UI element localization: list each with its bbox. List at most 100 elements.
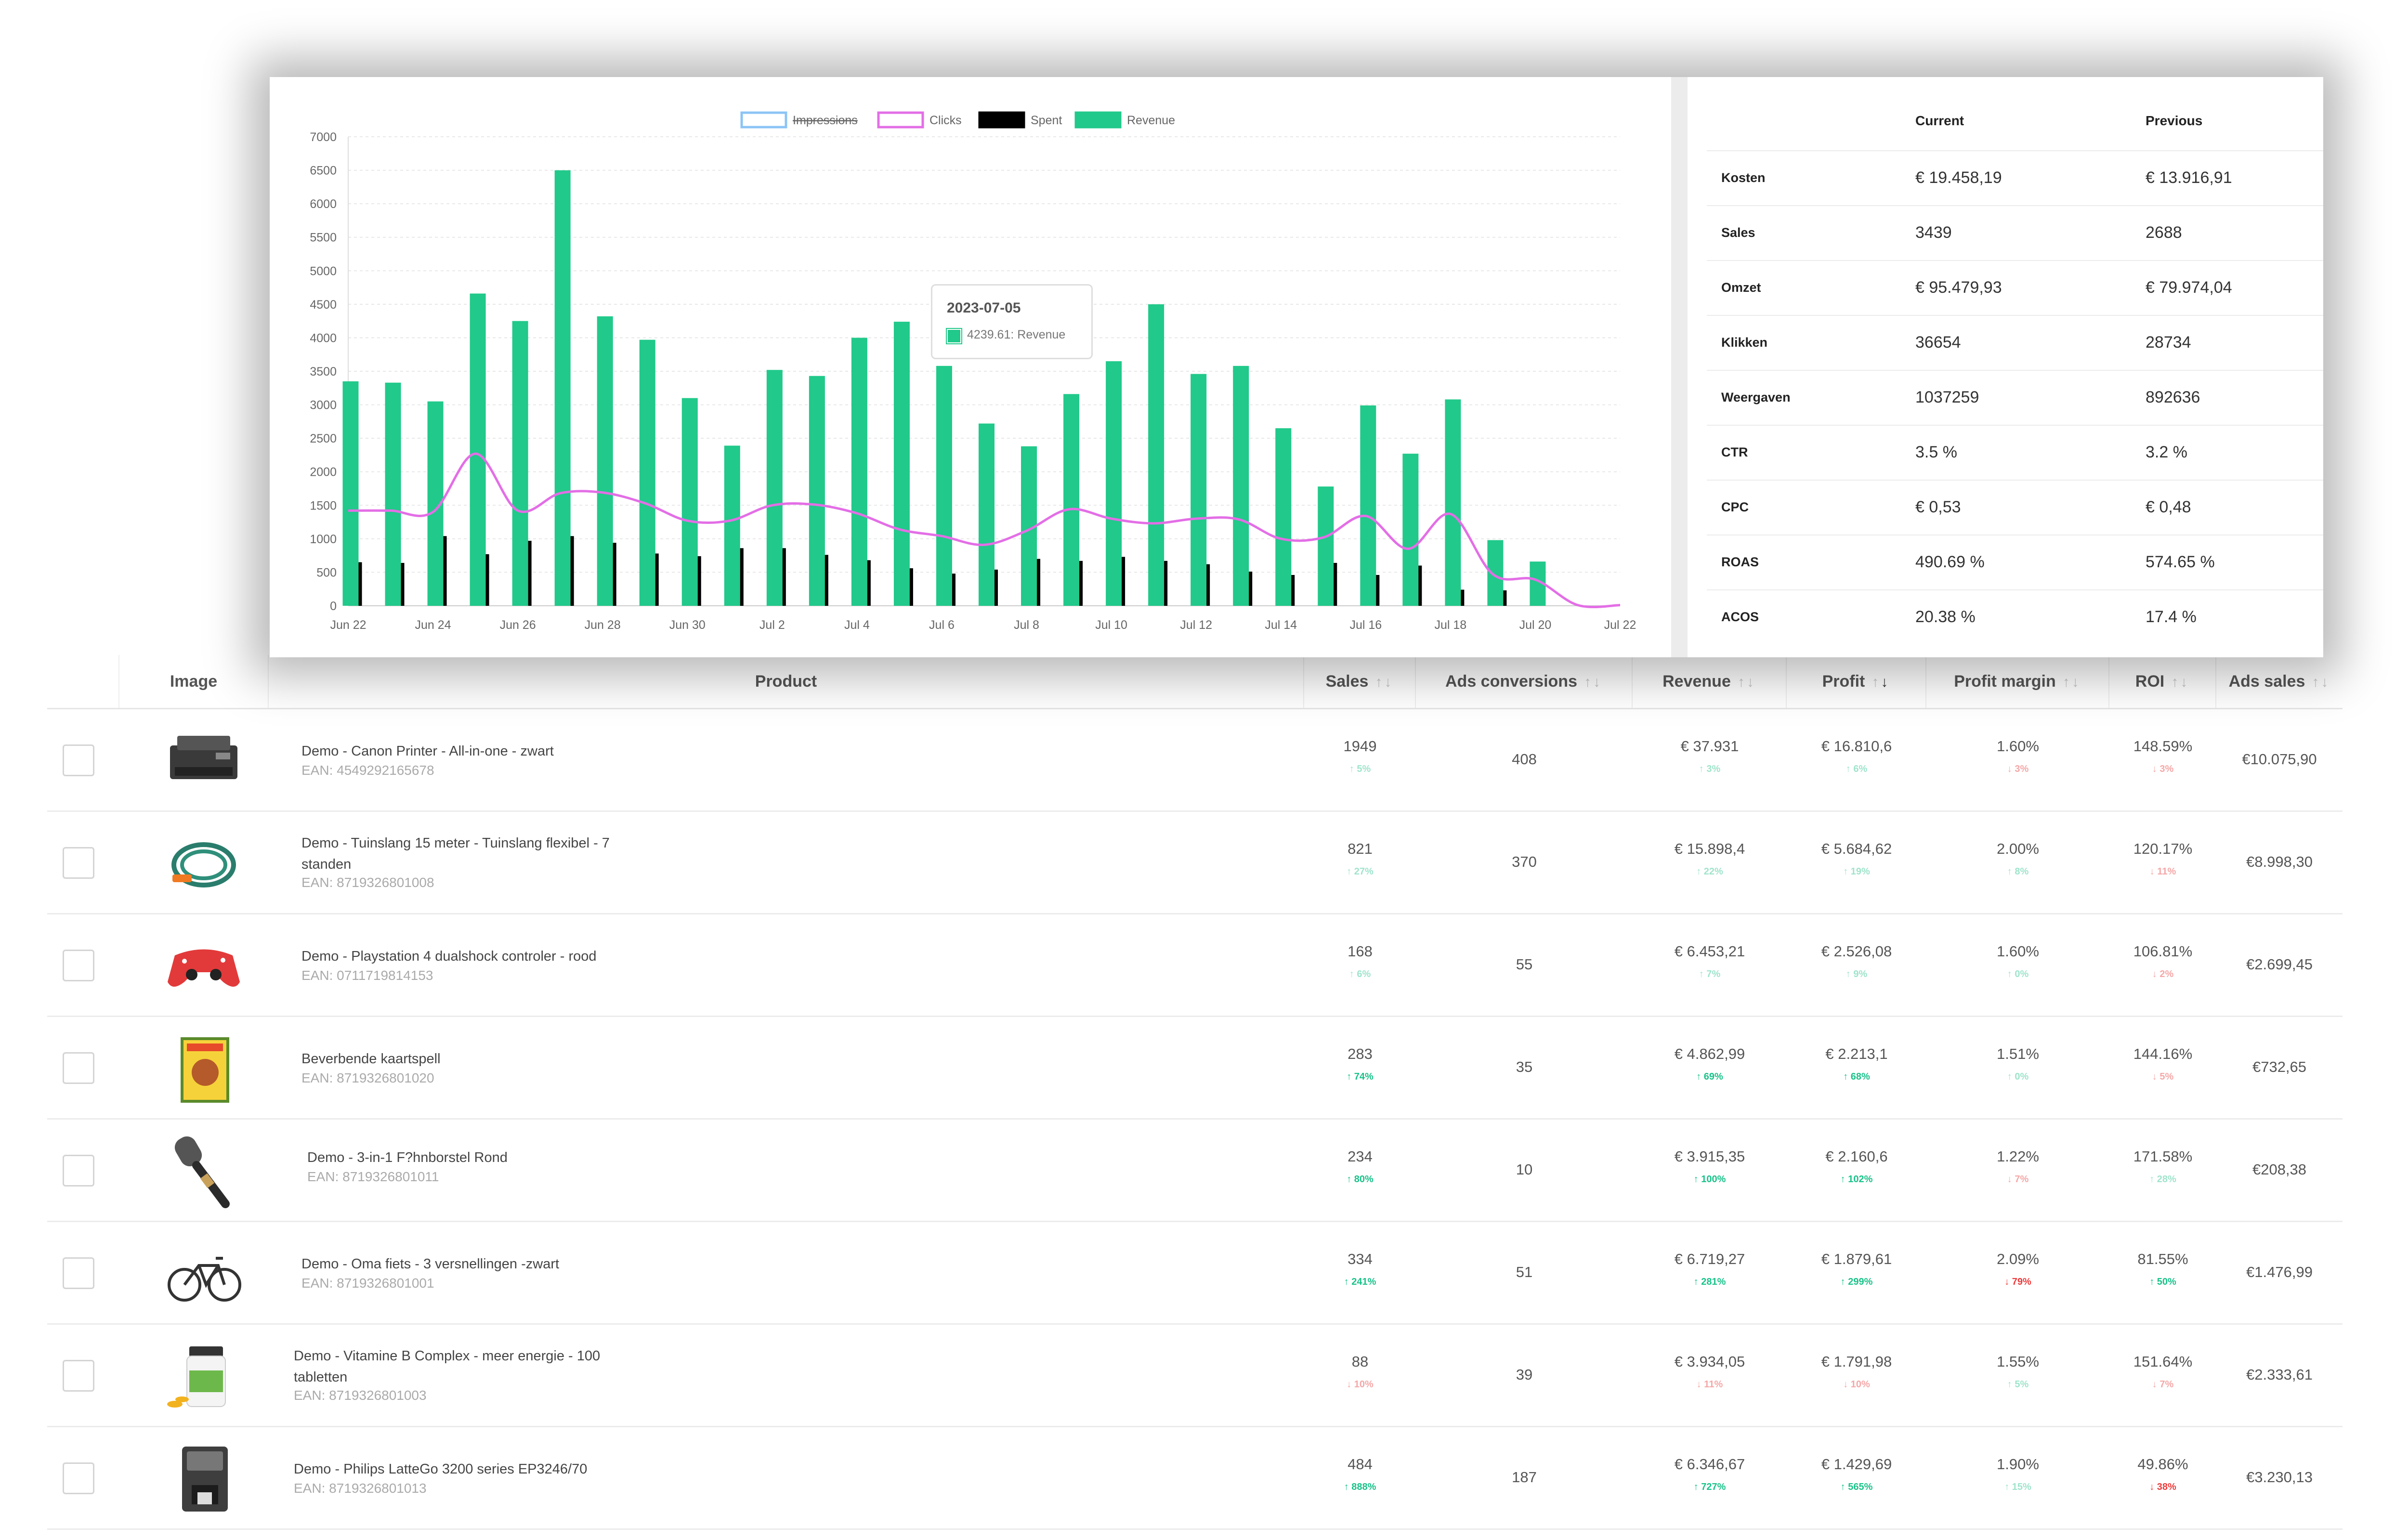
legend-label-clicks[interactable]: Clicks: [929, 114, 962, 127]
product-name[interactable]: Demo - Tuinslang 15 meter - Tuinslang fl…: [301, 835, 610, 872]
product-name[interactable]: Beverbende kaartspell: [301, 1051, 441, 1067]
table-row[interactable]: Demo - Playstation 4 dualshock controler…: [47, 913, 2343, 1017]
legend-swatch-revenue[interactable]: [1074, 111, 1122, 129]
revenue-bar: [979, 423, 995, 606]
header-revenue[interactable]: Revenue ↑↓: [1633, 655, 1787, 708]
product-thumbnail: [163, 1132, 245, 1209]
revenue-delta: ↑ 22%: [1696, 866, 1723, 877]
stats-row-kosten: Kosten € 19.458,19 € 13.916,91: [1707, 150, 2323, 206]
header-ads-sales[interactable]: Ads sales ↑↓: [2216, 655, 2343, 708]
table-row[interactable]: Demo - Canon Printer - All-in-one - zwar…: [47, 708, 2343, 812]
stats-panel: Current Previous Kosten € 19.458,19 € 13.9…: [1688, 77, 2323, 657]
profit-margin-value: 1.90%: [1997, 1456, 2039, 1473]
sales-delta: ↑ 888%: [1344, 1482, 1376, 1492]
x-tick-label: Jul 18: [1435, 618, 1467, 632]
product-name[interactable]: Demo - Playstation 4 dualshock controler…: [301, 949, 597, 964]
revenue-value: € 3.934,05: [1674, 1353, 1745, 1370]
product-name[interactable]: Demo - Oma fiets - 3 versnellingen -zwar…: [301, 1256, 560, 1272]
revenue-delta: ↑ 7%: [1699, 969, 1721, 979]
stats-previous-value: 3.2 %: [2146, 443, 2187, 461]
revenue-value: € 6.346,67: [1674, 1456, 1745, 1473]
table-row[interactable]: Demo - Oma fiets - 3 versnellingen -zwar…: [47, 1221, 2343, 1325]
product-ean: EAN: 8719326801013: [294, 1481, 427, 1496]
profit-margin-delta: ↑ 5%: [2007, 1379, 2029, 1390]
row-checkbox[interactable]: [63, 1052, 94, 1084]
header-profit-margin[interactable]: Profit margin ↑↓: [1926, 655, 2109, 708]
product-name[interactable]: Demo - Canon Printer - All-in-one - zwar…: [301, 743, 554, 759]
legend-label-impressions[interactable]: Impressions: [793, 114, 858, 127]
header-sales[interactable]: Sales ↑↓: [1304, 655, 1416, 708]
row-checkbox[interactable]: [63, 847, 94, 879]
performance-chart: 0 500 1000 1500 2000 2500 3000 3500 4000 4500 5000…: [310, 111, 1636, 632]
row-checkbox[interactable]: [63, 1155, 94, 1187]
revenue-bar: [681, 398, 698, 606]
product-ean: EAN: 8719326801003: [294, 1388, 427, 1403]
y-tick-label: 4000: [310, 331, 337, 345]
row-checkbox[interactable]: [63, 1360, 94, 1392]
table-row[interactable]: Demo - Philips LatteGo 3200 series EP324…: [47, 1426, 2343, 1530]
row-checkbox[interactable]: [63, 744, 94, 776]
legend-label-revenue[interactable]: Revenue: [1127, 114, 1175, 127]
sort-arrows-icon[interactable]: ↑↓: [1871, 674, 1890, 690]
bicycle-image: [168, 1257, 241, 1302]
profit-margin-delta: ↑ 0%: [2007, 1071, 2029, 1082]
revenue-delta: ↑ 3%: [1699, 764, 1721, 774]
profit-value: € 1.429,69: [1821, 1456, 1892, 1473]
product-name[interactable]: Demo - Vitamine B Complex - meer energie…: [294, 1348, 601, 1385]
roi-delta: ↓ 2%: [2152, 969, 2174, 979]
revenue-value: € 3.915,35: [1674, 1148, 1745, 1165]
revenue-bar: [1275, 428, 1292, 606]
profit-value: € 16.810,6: [1821, 738, 1892, 755]
ads-conversions-value: 370: [1512, 853, 1537, 870]
profit-margin-value: 2.09%: [1997, 1251, 2039, 1267]
row-checkbox[interactable]: [63, 950, 94, 981]
header-profit[interactable]: Profit ↑↓: [1787, 655, 1926, 708]
table-row[interactable]: Beverbende kaartspell EAN: 8719326801020 2…: [47, 1016, 2343, 1120]
profit-value: € 2.160,6: [1825, 1148, 1888, 1165]
stats-current-value: € 0,53: [1915, 498, 1961, 516]
sort-arrows-icon[interactable]: ↑↓: [2312, 674, 2330, 690]
revenue-bar: [554, 170, 571, 606]
sort-arrows-icon[interactable]: ↑↓: [2171, 674, 2190, 690]
profit-margin-delta: ↓ 79%: [2004, 1277, 2031, 1287]
sales-value: 334: [1348, 1251, 1373, 1267]
header-ads-conversions[interactable]: Ads conversions ↑↓: [1416, 655, 1633, 708]
revenue-bar: [470, 293, 486, 606]
y-tick-label: 5500: [310, 231, 337, 245]
ads-sales-value: €3.230,13: [2246, 1469, 2313, 1486]
stats-label: Sales: [1721, 225, 1755, 240]
table-row[interactable]: Demo - 3-in-1 F?hnborstel Rond EAN: 87193…: [47, 1118, 2343, 1222]
x-tick-label: Jul 4: [844, 618, 870, 632]
profit-delta: ↑ 9%: [1845, 969, 1868, 979]
profit-value: € 2.526,08: [1821, 943, 1892, 960]
legend-label-spent[interactable]: Spent: [1031, 114, 1062, 127]
sort-arrows-icon[interactable]: ↑↓: [1375, 674, 1394, 690]
sort-arrows-icon[interactable]: ↑↓: [1584, 674, 1602, 690]
row-checkbox[interactable]: [63, 1257, 94, 1289]
stats-previous-value: 892636: [2146, 388, 2200, 406]
profit-margin-value: 1.60%: [1997, 943, 2039, 960]
product-name[interactable]: Demo - 3-in-1 F?hnborstel Rond: [307, 1150, 508, 1165]
ads-conversions-value: 35: [1516, 1058, 1533, 1075]
y-tick-label: 2000: [310, 466, 337, 479]
stats-previous-value: € 79.974,04: [2146, 278, 2232, 297]
sort-arrows-icon[interactable]: ↑↓: [1737, 674, 1756, 690]
product-name[interactable]: Demo - Philips LatteGo 3200 series EP324…: [294, 1461, 588, 1477]
stats-row-acos: ACOS 20.38 % 17.4 %: [1707, 589, 2323, 645]
chart-tooltip: 2023-07-05 4239.61: Revenue: [931, 284, 1093, 359]
legend-swatch-spent[interactable]: [978, 111, 1025, 129]
table-row[interactable]: Demo - Vitamine B Complex - meer energie…: [47, 1323, 2343, 1427]
sales-value: 168: [1348, 943, 1373, 960]
y-tick-label: 0: [330, 600, 337, 613]
header-roi[interactable]: ROI ↑↓: [2109, 655, 2216, 708]
legend-swatch-impressions[interactable]: [740, 111, 787, 129]
ads-sales-value: €10.075,90: [2242, 751, 2317, 768]
profit-value: € 5.684,62: [1821, 840, 1892, 857]
stats-label: Weergaven: [1721, 390, 1791, 404]
legend-swatch-clicks[interactable]: [877, 111, 924, 129]
table-row[interactable]: Demo - Tuinslang 15 meter - Tuinslang fl…: [47, 810, 2343, 914]
ads-sales-value: €732,65: [2252, 1058, 2307, 1075]
row-checkbox[interactable]: [63, 1462, 94, 1494]
sort-arrows-icon[interactable]: ↑↓: [2062, 674, 2081, 690]
revenue-bar: [766, 370, 783, 606]
